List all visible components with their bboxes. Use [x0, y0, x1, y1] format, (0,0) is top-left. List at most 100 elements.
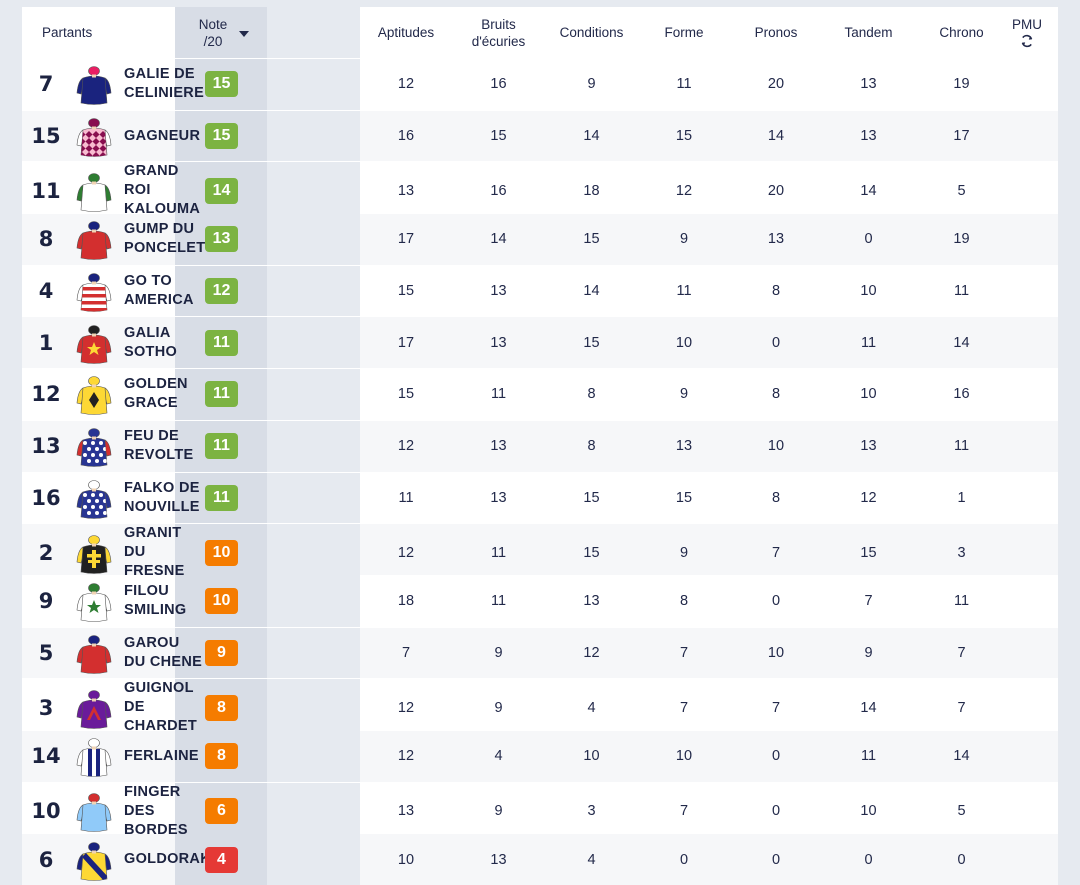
row-expand[interactable] [1008, 783, 1080, 840]
conditions-score: 9 [587, 76, 596, 93]
horse-name[interactable]: GAROU DU CHENE [124, 634, 203, 670]
conditions-score: 10 [583, 748, 600, 765]
horse-name[interactable]: FEU DE REVOLTE [124, 428, 194, 464]
note-badge: 12 [205, 278, 238, 305]
aptitudes-score: 15 [397, 283, 415, 300]
jockey-silk-icon [76, 373, 112, 416]
pronos-score: 13 [767, 231, 785, 248]
table-row[interactable]: 12 GOLDEN GRACE 11 15 11 8 9 8 10 16 [22, 368, 1058, 420]
header-note[interactable]: Note /20 [175, 7, 267, 58]
horse-name[interactable]: GO TO AMERICA [124, 273, 194, 309]
row-expand[interactable] [1008, 524, 1080, 581]
jockey-silk-icon [76, 580, 112, 623]
table-row[interactable]: 3 GUIGNOL DE CHARDET 8 12 9 4 7 7 14 7 [22, 678, 1058, 737]
table-row[interactable]: 8 GUMP DU PONCELET 13 17 14 15 9 13 0 19 [22, 213, 1058, 265]
header-pronos[interactable]: Pronos [754, 25, 798, 40]
pronos-score: 8 [771, 489, 781, 506]
bruits-ecuries-score: 16 [490, 182, 507, 199]
forme-score: 15 [675, 128, 693, 145]
header-bruits-ecuries[interactable]: Bruits d'écuries [471, 16, 526, 49]
row-expand[interactable] [1008, 576, 1080, 627]
chrono-score: 3 [957, 544, 966, 561]
horse-name[interactable]: FERLAINE [124, 747, 199, 764]
table-row[interactable]: 10 FINGER DES BORDES 6 13 9 3 7 0 10 5 [22, 781, 1058, 840]
horse-name[interactable]: GUMP DU PONCELET [124, 221, 206, 257]
row-expand[interactable] [1008, 834, 1080, 885]
jockey-silk-icon [76, 425, 112, 467]
row-expand[interactable] [1008, 111, 1080, 162]
runner-number: 14 [31, 744, 61, 769]
header-conditions[interactable]: Conditions [559, 25, 624, 40]
note-cell: 11 [175, 420, 267, 472]
row-expand[interactable] [1008, 317, 1080, 368]
tandem-score: 0 [864, 851, 873, 868]
horse-name[interactable]: GOLDORAK [124, 851, 211, 868]
table-row[interactable]: 1 GALIA SOTHO 11 17 13 15 10 0 11 14 [22, 316, 1058, 369]
bruits-ecuries-score: 11 [490, 593, 507, 610]
sort-desc-icon[interactable] [239, 30, 250, 37]
horse-name[interactable]: GAGNEUR [124, 127, 201, 144]
bruits-ecuries-score: 13 [490, 283, 507, 300]
aptitudes-score: 17 [397, 231, 415, 248]
jockey-silk-icon [76, 687, 112, 729]
forme-score: 13 [675, 438, 693, 455]
table-row[interactable]: 14 FERLAINE 8 12 4 10 10 0 11 14 [22, 729, 1058, 782]
table-row[interactable]: 7 GALIE DE CELINIERE 15 12 16 9 11 20 13 19 [22, 58, 1058, 110]
row-expand[interactable] [1008, 421, 1080, 472]
table-row[interactable]: 13 FEU DE REVOLTE 11 12 13 8 13 10 13 11 [22, 419, 1058, 472]
jockey-silk-icon [76, 839, 112, 881]
row-expand[interactable] [1008, 679, 1080, 736]
horse-name[interactable]: GRAND ROI KALOUMA [124, 163, 201, 218]
table-row[interactable]: 2 GRANIT DU FRESNE 10 12 11 15 9 7 15 3 [22, 523, 1058, 582]
table-row[interactable]: 16 FALKO DE NOUVILLE 11 11 13 15 15 8 12 1 [22, 471, 1058, 524]
partant-cell: 7 GALIE DE CELINIERE [22, 59, 204, 110]
row-expand[interactable] [1008, 59, 1080, 110]
partant-cell: 1 GALIA SOTHO [22, 317, 177, 368]
horse-name[interactable]: FILOU SMILING [124, 583, 187, 619]
row-expand[interactable] [1008, 473, 1080, 524]
header-chrono[interactable]: Chrono [939, 25, 984, 40]
table-row[interactable]: 15 GAGNEUR 15 16 15 14 15 14 13 17 [22, 109, 1058, 162]
header-partants[interactable]: Partants [42, 25, 93, 40]
horse-name[interactable]: GALIE DE CELINIERE [124, 66, 205, 102]
jockey-silk-icon [76, 735, 112, 778]
aptitudes-score: 12 [397, 438, 415, 455]
chrono-score: 11 [953, 593, 970, 610]
conditions-score: 15 [583, 489, 600, 506]
refresh-icon[interactable] [1019, 33, 1035, 49]
partant-cell: 9 FILOU SMILING [22, 576, 186, 627]
note-badge: 4 [205, 846, 238, 873]
pronos-score: 8 [771, 386, 781, 403]
horse-name[interactable]: GOLDEN GRACE [124, 376, 188, 412]
row-expand[interactable] [1008, 628, 1080, 679]
row-expand[interactable] [1008, 369, 1080, 420]
jockey-silk-icon [76, 532, 112, 574]
table-row[interactable]: 9 FILOU SMILING 10 18 11 13 8 0 7 11 [22, 574, 1058, 627]
row-expand[interactable] [1008, 731, 1080, 782]
partant-cell: 11 GRAND ROI KALOUMA [22, 162, 200, 219]
header-tandem[interactable]: Tandem [844, 25, 893, 40]
row-expand[interactable] [1008, 214, 1080, 265]
forme-score: 10 [675, 748, 693, 765]
table-row[interactable]: 11 GRAND ROI KALOUMA 14 13 16 18 12 20 14 5 [22, 161, 1058, 220]
bruits-ecuries-score: 15 [490, 128, 507, 145]
header-pmu[interactable]: PMU [1008, 7, 1080, 58]
row-expand[interactable] [1008, 266, 1080, 317]
table-row[interactable]: 5 GAROU DU CHENE 9 7 9 12 7 10 9 7 [22, 626, 1058, 679]
horse-name[interactable]: GUIGNOL DE CHARDET [124, 680, 197, 735]
horse-name[interactable]: GALIA SOTHO [124, 324, 178, 360]
horse-name[interactable]: FALKO DE NOUVILLE [124, 479, 200, 515]
note-cell: 8 [175, 730, 267, 782]
header-aptitudes[interactable]: Aptitudes [377, 25, 435, 40]
runner-number: 3 [38, 695, 54, 720]
note-badge: 8 [205, 743, 238, 770]
forme-score: 0 [679, 851, 689, 868]
horse-name[interactable]: GRANIT DU FRESNE [124, 525, 185, 580]
table-row[interactable]: 4 GO TO AMERICA 12 15 13 14 11 8 10 11 [22, 264, 1058, 317]
conditions-score: 15 [583, 231, 600, 248]
horse-name[interactable]: FINGER DES BORDES [124, 783, 188, 838]
table-row[interactable]: 6 GOLDORAK 4 10 13 4 0 0 0 0 [22, 833, 1058, 885]
row-expand[interactable] [1008, 162, 1080, 219]
bruits-ecuries-score: 9 [494, 644, 503, 661]
header-forme[interactable]: Forme [664, 25, 704, 40]
